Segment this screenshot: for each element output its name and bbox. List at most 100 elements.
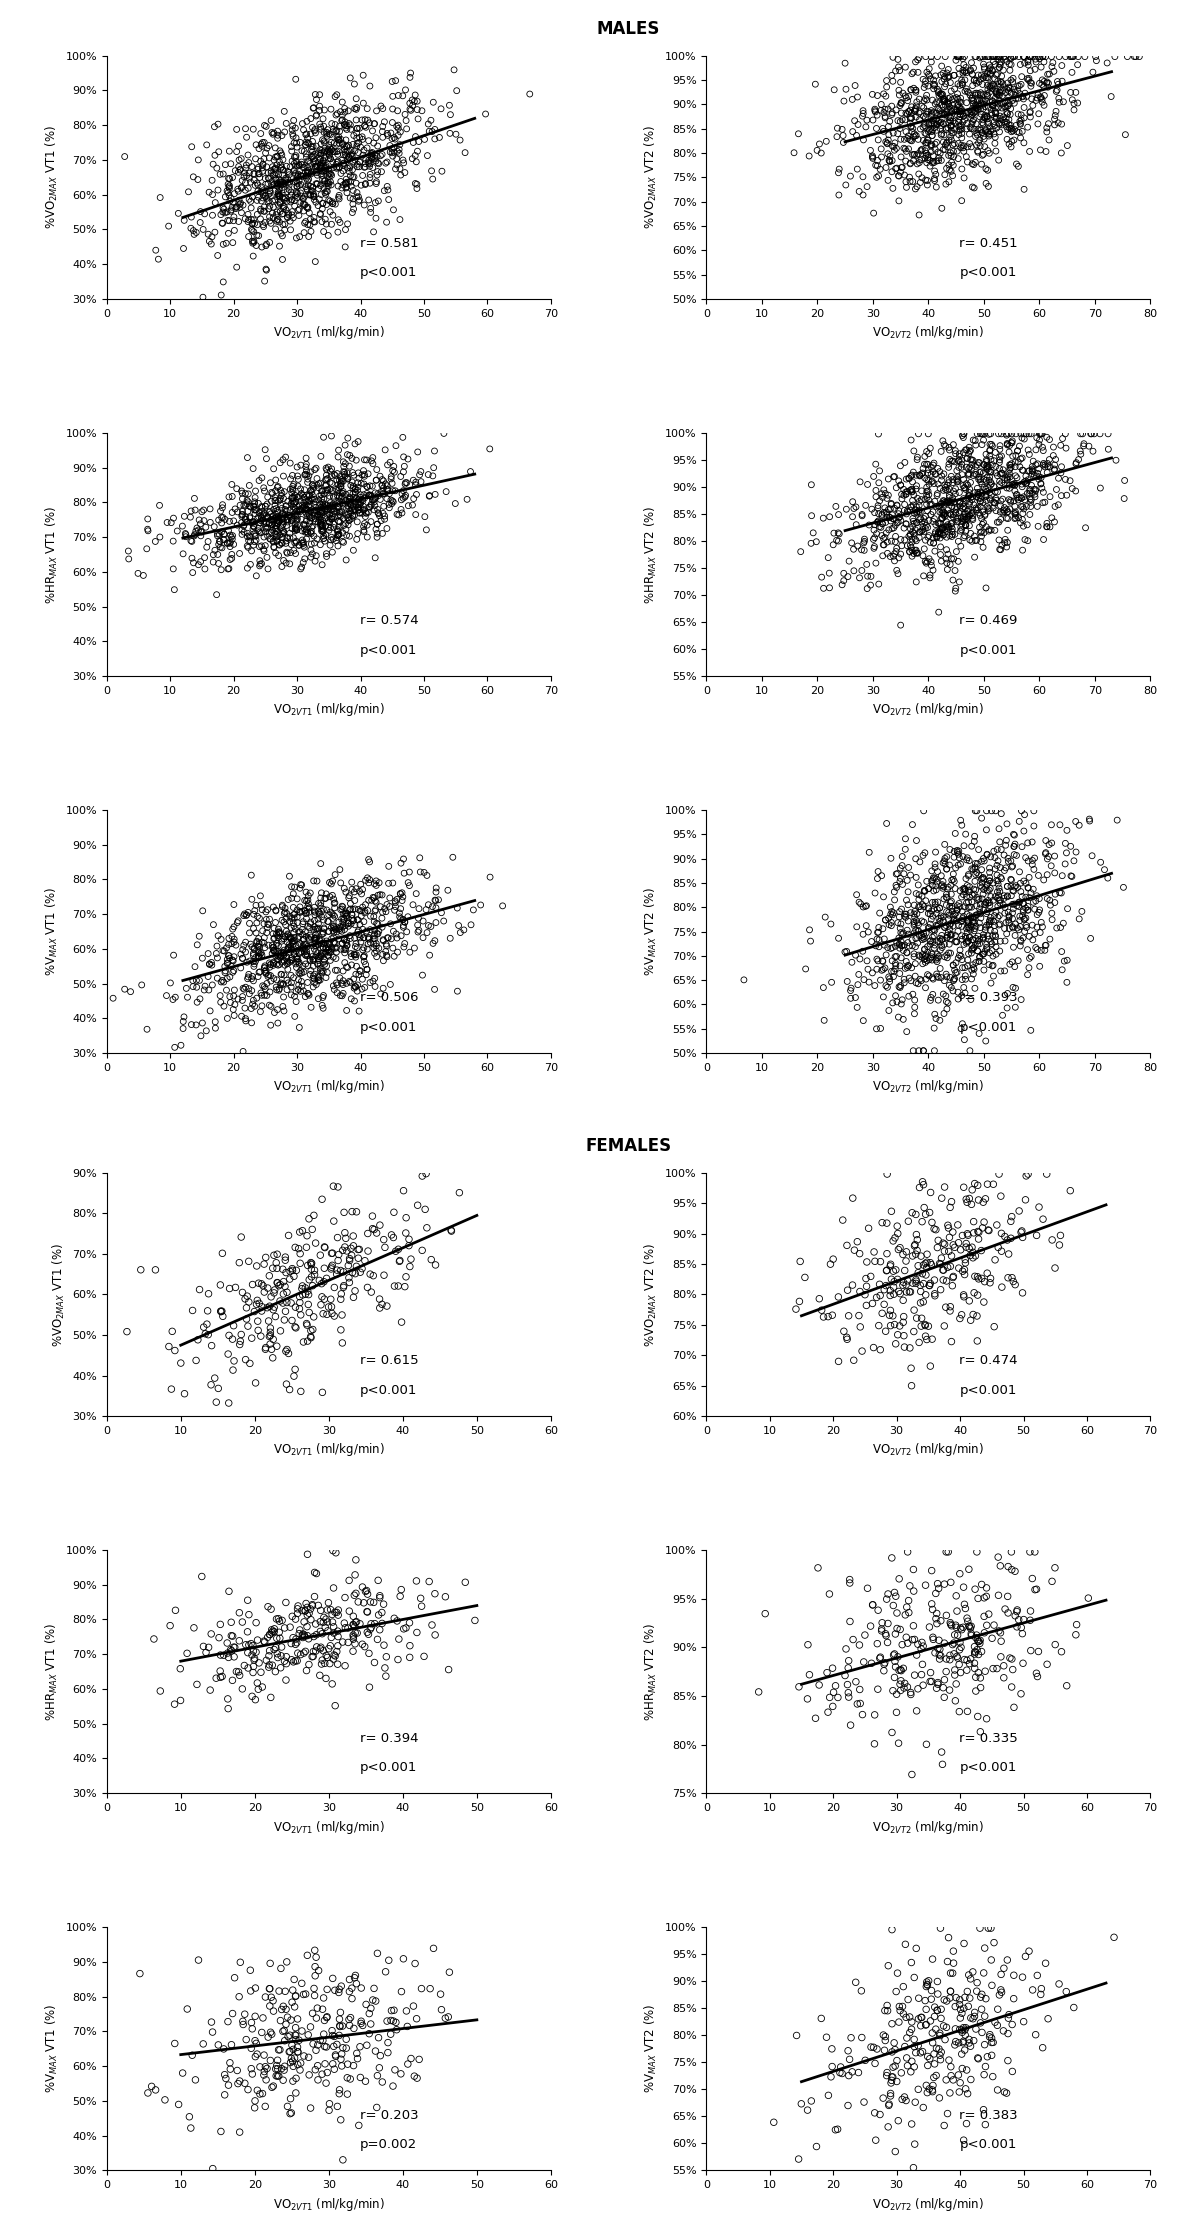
Point (231, 185, 250, 220)
Point (880, 962, 899, 997)
Point (867, 951, 886, 986)
Point (336, 895, 355, 930)
Point (279, 930, 298, 966)
Point (358, 519, 377, 554)
Point (296, 158, 315, 194)
Point (920, 114, 939, 149)
Point (993, 78, 1012, 114)
Point (253, 913, 272, 948)
Point (305, 893, 324, 928)
Point (244, 162, 263, 198)
Point (286, 1289, 305, 1324)
Point (282, 483, 301, 519)
Point (930, 140, 949, 176)
Point (419, 886, 438, 922)
Point (347, 116, 366, 151)
Point (875, 1992, 894, 2028)
Point (1001, 91, 1020, 127)
Point (924, 102, 943, 138)
Point (383, 866, 402, 902)
Point (222, 147, 241, 183)
Point (215, 964, 234, 999)
Point (306, 111, 325, 147)
Point (293, 968, 312, 1004)
Point (958, 924, 977, 959)
Point (973, 479, 991, 514)
Point (260, 902, 279, 937)
Point (249, 156, 268, 191)
Point (301, 906, 320, 942)
Point (323, 930, 342, 966)
Point (244, 492, 263, 528)
Point (963, 1235, 982, 1271)
Point (976, 496, 995, 532)
Point (853, 499, 872, 534)
Point (982, 933, 1001, 968)
Point (275, 207, 294, 243)
Point (269, 187, 288, 223)
Point (362, 138, 381, 174)
Point (349, 136, 368, 171)
Point (336, 505, 355, 541)
Point (1000, 69, 1019, 105)
Point (925, 465, 944, 501)
Point (970, 82, 989, 118)
Point (997, 45, 1016, 80)
Point (120, 541, 139, 577)
Point (295, 512, 314, 548)
Point (219, 216, 238, 252)
Point (984, 443, 1003, 479)
Point (963, 479, 982, 514)
Point (301, 1318, 320, 1353)
Point (382, 461, 401, 496)
Point (952, 908, 971, 944)
Text: p<0.001: p<0.001 (359, 267, 417, 280)
Point (963, 2001, 982, 2037)
Point (337, 111, 356, 147)
Point (999, 844, 1018, 879)
Point (978, 1166, 997, 1202)
Point (222, 541, 241, 577)
Point (1035, 837, 1054, 873)
Point (257, 252, 276, 287)
Point (174, 999, 193, 1035)
Point (417, 857, 436, 893)
Point (1010, 899, 1029, 935)
Point (319, 1632, 338, 1667)
Text: p<0.001: p<0.001 (959, 1022, 1016, 1033)
Point (334, 454, 353, 490)
Point (256, 510, 275, 545)
Point (971, 886, 990, 922)
Point (223, 225, 242, 260)
Point (224, 991, 243, 1026)
Point (1000, 452, 1019, 487)
Point (190, 919, 209, 955)
Point (211, 1638, 230, 1674)
Point (368, 906, 387, 942)
Point (977, 873, 996, 908)
Point (1005, 817, 1024, 853)
Point (304, 138, 323, 174)
Point (917, 2008, 936, 2043)
Point (835, 935, 854, 971)
Point (918, 167, 937, 203)
Point (916, 140, 935, 176)
Point (403, 463, 422, 499)
Point (312, 953, 331, 988)
Point (886, 523, 905, 559)
Point (919, 436, 938, 472)
Point (903, 2043, 922, 2079)
Point (989, 49, 1008, 85)
Point (351, 2028, 370, 2064)
Point (1002, 450, 1021, 485)
Point (913, 886, 932, 922)
Point (270, 915, 289, 951)
Point (391, 114, 410, 149)
Point (313, 162, 332, 198)
Point (343, 1255, 362, 1291)
Point (957, 841, 976, 877)
Point (978, 60, 997, 96)
Point (280, 919, 299, 955)
Point (893, 76, 912, 111)
Point (1031, 40, 1050, 76)
